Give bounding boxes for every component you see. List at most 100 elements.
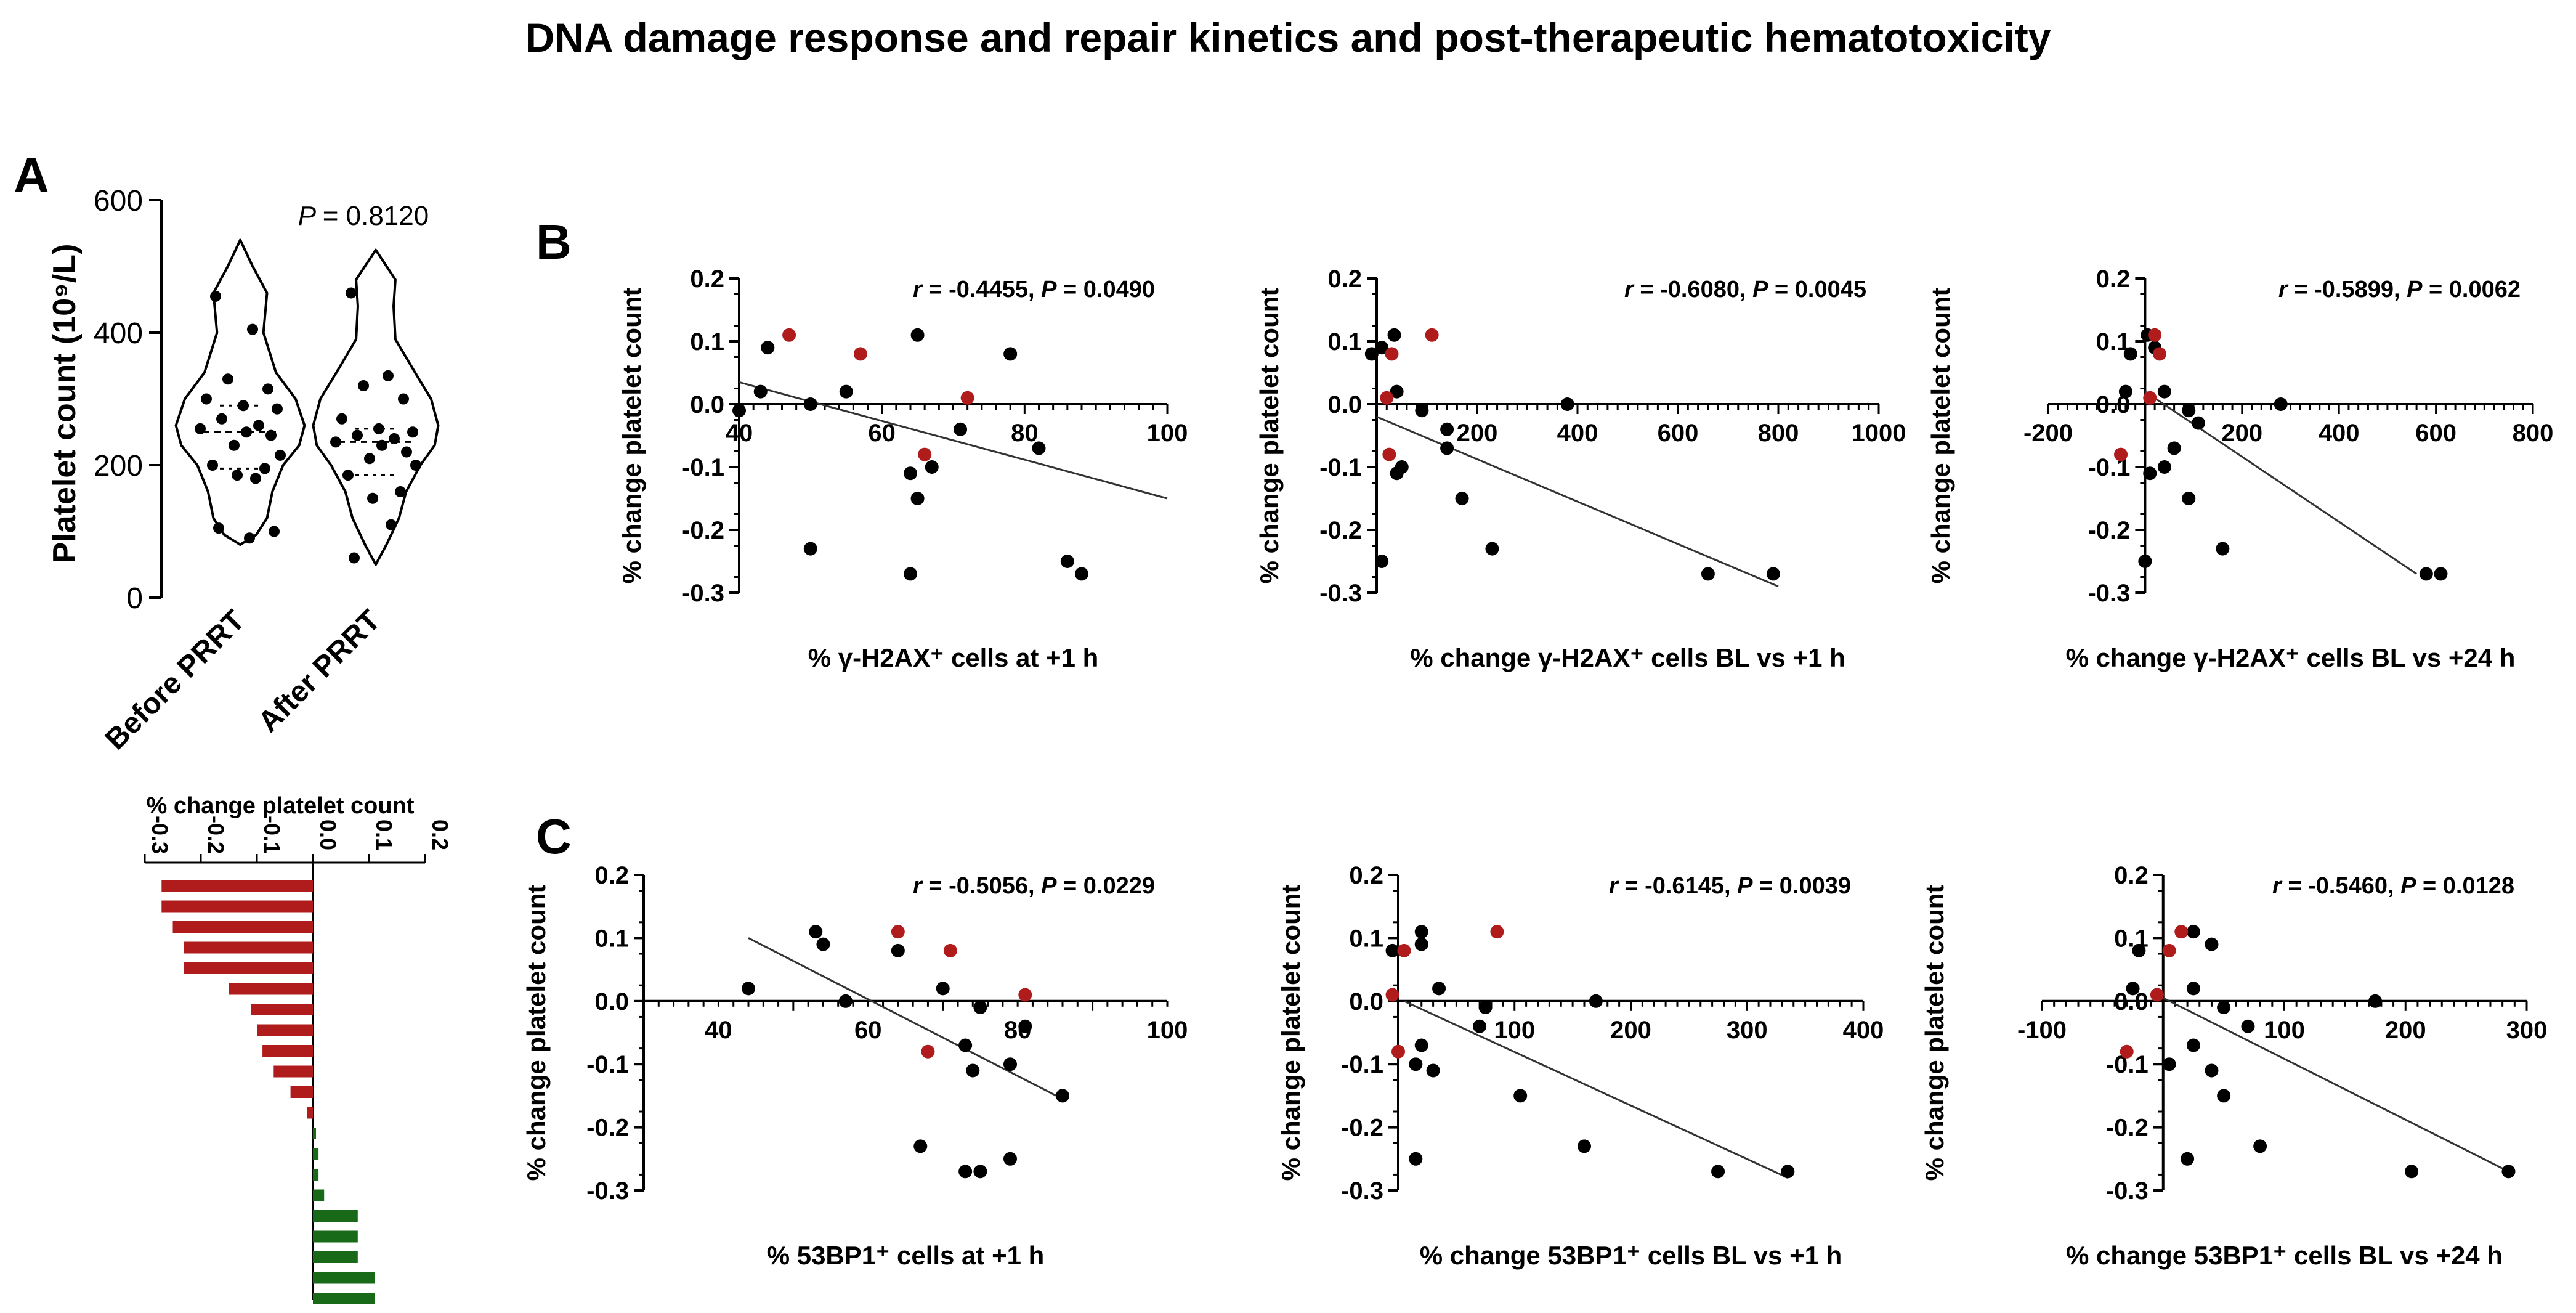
data-point	[1426, 1063, 1440, 1078]
y-tick-label: 0.2	[690, 266, 724, 293]
data-point	[1578, 1139, 1591, 1153]
data-point	[1485, 542, 1499, 556]
r-symbol: r	[2272, 873, 2283, 899]
violin-point	[241, 426, 252, 438]
data-point	[2157, 384, 2171, 399]
violin-point	[210, 290, 221, 302]
violin-point	[358, 380, 369, 391]
regression-line	[2144, 391, 2417, 575]
violin-point	[352, 429, 363, 441]
violin-point	[342, 470, 354, 481]
bar	[313, 1230, 358, 1243]
category-label: After PRRT	[252, 604, 387, 739]
highlight-point	[1397, 943, 1411, 957]
r-symbol: r	[913, 277, 923, 303]
bar	[313, 1189, 325, 1201]
bar	[313, 1293, 375, 1304]
y-tick-label: -0.1	[1319, 454, 1362, 481]
violin-point	[229, 439, 240, 451]
data-point	[1414, 925, 1428, 939]
bar	[251, 1004, 313, 1015]
data-point	[1375, 555, 1389, 568]
bar	[172, 921, 313, 933]
bar	[161, 880, 313, 892]
p-value: = 0.0045	[1768, 277, 1866, 303]
y-tick-label: 0.0	[1327, 391, 1362, 418]
r-value: = -0.5056,	[922, 873, 1041, 899]
data-point	[1056, 1089, 1069, 1103]
data-point	[2501, 1165, 2516, 1179]
y-axis-label: % change platelet count	[617, 288, 646, 584]
data-point	[910, 492, 925, 505]
data-point	[2186, 925, 2200, 939]
data-point	[1003, 1057, 1017, 1071]
bar-tick-label: 0.2	[427, 819, 453, 850]
bar-tick-label: -0.3	[147, 816, 172, 854]
y-axis-label: % change platelet count	[1255, 288, 1284, 584]
violin-point	[389, 433, 400, 444]
regression-line	[748, 937, 1063, 1100]
x-tick-label: -200	[2023, 420, 2073, 447]
data-point	[1440, 441, 1454, 455]
bar	[161, 900, 313, 913]
x-axis-label: % change γ-H2AX⁺ cells BL vs +24 h	[2066, 643, 2516, 672]
data-point	[1390, 466, 1404, 481]
data-point	[742, 982, 755, 996]
correlation-annotation: r = -0.6080, P = 0.0045	[1624, 277, 1866, 303]
y-axis-label: Platelet count (10⁹/L)	[47, 244, 83, 564]
bar	[273, 1065, 313, 1078]
bar	[184, 962, 313, 974]
x-tick-label: 400	[1843, 1017, 1884, 1044]
panel-label-c: C	[536, 809, 572, 864]
bar-tick-label: -0.1	[259, 816, 285, 854]
data-point	[809, 925, 823, 939]
violin-point	[244, 532, 255, 544]
bar	[229, 983, 313, 995]
violin-point	[275, 449, 286, 461]
highlight-point	[782, 328, 796, 342]
x-tick-label: 200	[2221, 420, 2262, 447]
x-tick-label: 800	[1758, 420, 1799, 447]
violin-point	[395, 486, 406, 497]
y-tick-label: 600	[94, 185, 143, 217]
highlight-point	[2153, 347, 2167, 361]
x-axis-label: % change 53BP1⁺ cells BL vs +24 h	[2066, 1241, 2503, 1270]
data-point	[2132, 943, 2146, 957]
p-symbol: P	[298, 201, 323, 231]
data-point	[1003, 1152, 1017, 1166]
x-tick-label: 40	[726, 420, 753, 447]
y-tick-label: -0.3	[586, 1177, 629, 1205]
r-symbol: r	[1624, 277, 1635, 303]
highlight-point	[2114, 447, 2128, 461]
scatter-c2: -0.3 -0.2 -0.1 0.0 0.1 0.2 100 200 300 400 r = -0.…	[1276, 862, 1884, 1270]
p-symbol: P	[1737, 873, 1753, 899]
y-tick-label: 0.0	[1349, 988, 1383, 1015]
data-point	[1478, 1001, 1493, 1015]
bar	[262, 1045, 313, 1057]
data-point	[954, 422, 968, 436]
violin-point	[247, 323, 258, 335]
y-tick-label: -0.2	[2088, 517, 2130, 544]
data-point	[910, 328, 925, 342]
data-point	[925, 460, 939, 474]
highlight-point	[2174, 925, 2189, 939]
y-tick-label: 0.1	[1349, 925, 1383, 952]
violin-point	[364, 453, 375, 465]
data-point	[1018, 1019, 1032, 1033]
x-axis-label: % change γ-H2AX⁺ cells BL vs +1 h	[1410, 643, 1845, 672]
correlation-annotation: r = -0.4455, P = 0.0490	[913, 277, 1155, 303]
data-point	[2217, 1089, 2231, 1103]
data-point	[839, 384, 853, 399]
bar-axis-label: % change platelet count	[147, 793, 415, 819]
y-tick-label: 0.0	[690, 391, 724, 418]
x-tick-label: 1000	[1852, 420, 1906, 447]
data-point	[958, 1165, 973, 1179]
data-point	[1560, 397, 1574, 411]
highlight-point	[2150, 988, 2164, 1002]
data-point	[1390, 384, 1404, 399]
bar	[313, 1148, 319, 1160]
violin-point	[238, 400, 249, 412]
violin-point	[272, 403, 283, 415]
x-tick-label: 100	[1147, 420, 1188, 447]
